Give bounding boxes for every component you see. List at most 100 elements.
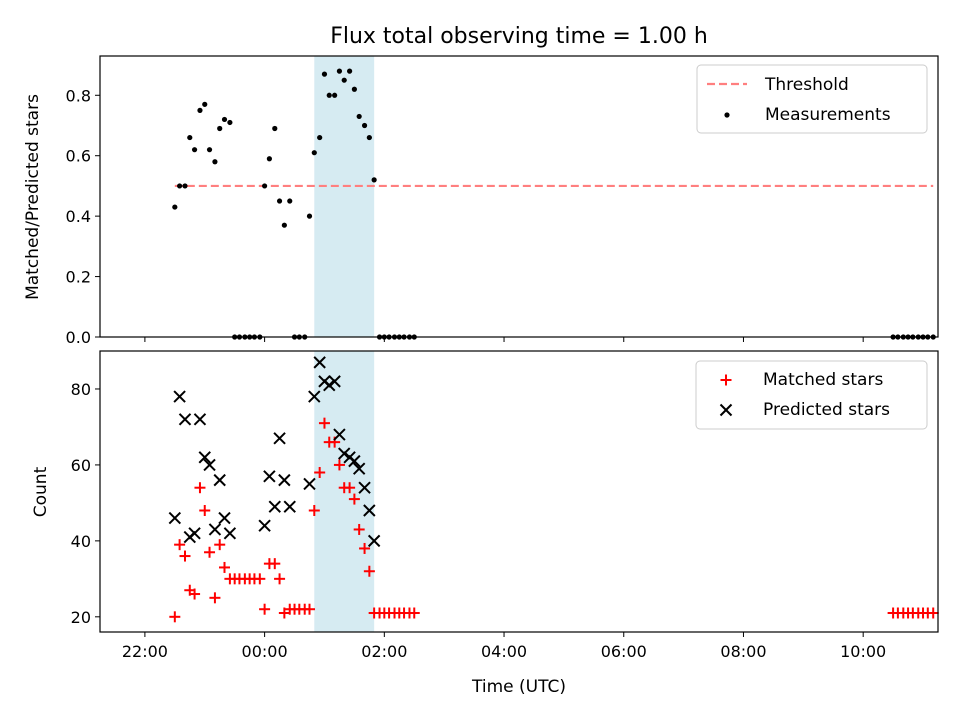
measurement-point xyxy=(191,147,198,153)
measurement-point xyxy=(276,198,283,204)
measurement-point xyxy=(187,134,193,141)
chart-title: Flux total observing time = 1.00 h xyxy=(330,24,708,49)
measurement-point xyxy=(366,134,372,141)
legend-box xyxy=(695,360,928,430)
y-tick-label: 0.0 xyxy=(66,328,91,347)
predicted-legend-swatch xyxy=(719,403,733,417)
y-tick-label: 60 xyxy=(71,456,91,475)
x-marker-b xyxy=(367,534,381,548)
x-marker-b xyxy=(363,504,376,517)
x-marker-b xyxy=(173,390,186,403)
measurement-marks xyxy=(172,68,936,340)
x-marker-b xyxy=(188,527,201,540)
measurement-point xyxy=(177,183,183,189)
x-axis-ticks xyxy=(144,337,864,342)
x-marker-b xyxy=(198,451,211,464)
x-marker-b xyxy=(213,473,226,487)
measurement-point xyxy=(262,183,268,189)
legend-label-matched: Matched stars xyxy=(763,370,883,390)
x-tick-label: 10:00 xyxy=(840,642,886,661)
y-axis-ticks: 0.0 0.2 0.4 0.6 0.8 xyxy=(66,86,100,347)
legend-label-measurements: Measurements xyxy=(765,105,891,125)
axes-frame xyxy=(99,350,939,633)
x-marker-b xyxy=(263,470,276,483)
legend: Matched stars Predicted stars xyxy=(695,360,928,430)
measurement-point xyxy=(306,213,313,219)
measurement-legend-swatch xyxy=(724,112,730,118)
y-tick-label: 0.6 xyxy=(66,147,91,166)
measurement-point xyxy=(361,122,368,129)
y-tick-label: 0.4 xyxy=(66,207,91,226)
legend-label-threshold: Threshold xyxy=(764,75,849,95)
measurement-point xyxy=(206,147,213,153)
y-axis-label: Matched/Predicted stars xyxy=(23,94,43,300)
measurement-point xyxy=(221,116,228,123)
measurement-point xyxy=(227,119,233,126)
x-marker-b xyxy=(719,403,733,417)
y-axis-ticks: 20 40 60 80 xyxy=(71,380,100,627)
measurement-point xyxy=(172,204,178,210)
x-marker-b xyxy=(208,523,222,536)
axes-frame xyxy=(99,55,939,338)
y-tick-label: 0.8 xyxy=(66,86,91,105)
x-marker-b xyxy=(273,432,286,445)
legend-box xyxy=(696,64,928,134)
x-marker-b xyxy=(278,473,291,487)
x-marker-b xyxy=(223,527,237,540)
x-marker-b xyxy=(178,413,192,426)
x-marker-b xyxy=(308,390,321,403)
x-marker-b xyxy=(218,511,231,525)
ratio-panel: 0.00.20.40.60.8 Matched/Predicted stars … xyxy=(23,55,939,347)
x-axis-label: Time (UTC) xyxy=(471,677,566,697)
x-tick-label: 04:00 xyxy=(481,642,527,661)
x-marker-b xyxy=(313,356,326,369)
x-tick-label: 00:00 xyxy=(242,642,288,661)
measurement-point xyxy=(321,71,328,77)
measurement-point xyxy=(371,177,377,183)
x-tick-label: 06:00 xyxy=(601,642,647,661)
measurement-point xyxy=(272,125,278,132)
x-tick-label: 08:00 xyxy=(720,642,766,661)
legend-label-predicted: Predicted stars xyxy=(763,400,890,420)
measurement-point xyxy=(202,101,208,107)
x-marker-b xyxy=(203,458,216,472)
y-tick-label: 80 xyxy=(71,380,91,399)
y-axis-label: Count xyxy=(31,466,51,517)
measurement-point xyxy=(311,150,317,156)
measurement-point xyxy=(351,86,357,92)
matched-legend-swatch xyxy=(720,374,732,386)
highlight-band-rect xyxy=(314,56,375,337)
measurement-point xyxy=(347,68,353,74)
y-tick-label: 40 xyxy=(71,532,91,551)
measurement-point xyxy=(266,156,272,162)
y-tick-label: 20 xyxy=(71,608,91,627)
x-marker-b xyxy=(352,462,366,475)
measurement-point xyxy=(341,77,347,83)
measurement-point xyxy=(356,113,362,120)
x-marker-b xyxy=(283,500,296,513)
x-marker-b xyxy=(358,481,371,494)
measurement-point xyxy=(317,134,323,141)
count-panel: 20 40 60 80 22:00 00:00 02:00 04:00 06:00 08:00 1… xyxy=(31,350,939,697)
x-marker-b xyxy=(323,378,336,392)
highlight-band xyxy=(314,56,375,337)
measurement-point xyxy=(212,159,218,165)
x-marker-b xyxy=(328,375,341,388)
x-marker-b xyxy=(258,519,271,532)
measurement-point xyxy=(287,198,293,204)
x-tick-label: 02:00 xyxy=(361,642,407,661)
measurement-point xyxy=(182,183,188,189)
measurement-point xyxy=(281,222,287,228)
measurement-point xyxy=(332,92,338,98)
measurement-point xyxy=(217,125,223,132)
count-marks xyxy=(168,356,939,623)
x-marker-b xyxy=(168,511,182,525)
legend: Threshold Measurements xyxy=(696,64,928,134)
measurement-point xyxy=(326,92,332,98)
measurement-point xyxy=(197,107,203,113)
x-marker-b xyxy=(193,413,207,426)
x-marker-b xyxy=(348,454,361,468)
x-marker-b xyxy=(338,447,351,460)
x-tick-label: 22:00 xyxy=(122,642,168,661)
